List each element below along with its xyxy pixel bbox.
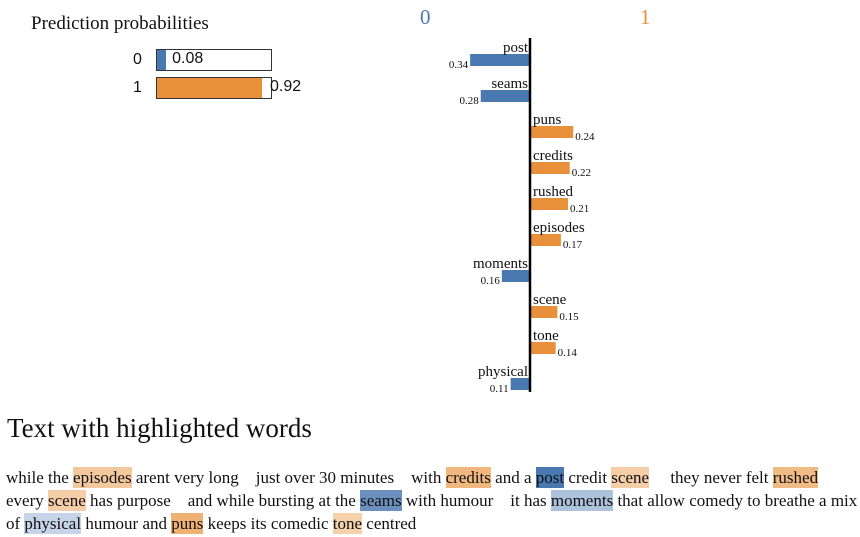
highlighted-word: puns [171, 513, 204, 534]
feature-value-seams: 0.28 [459, 95, 479, 107]
feature-bar-episodes [531, 234, 561, 246]
highlighted-word: post [535, 467, 565, 488]
highlighted-word: physical [24, 513, 82, 534]
text-span: while the [6, 468, 74, 487]
feature-bar-rushed [531, 198, 568, 210]
feature-word-physical: physical [478, 364, 528, 380]
text-span: keeps its comedic [203, 514, 333, 533]
text-span: credit [564, 468, 612, 487]
feature-value-rushed: 0.21 [570, 203, 589, 215]
class-header-1: 1 [640, 5, 651, 29]
prob-bar-fill [157, 78, 262, 98]
feature-bar-physical [510, 378, 530, 390]
feature-value-post: 0.34 [449, 59, 469, 71]
feature-word-episodes: episodes [533, 220, 585, 236]
feature-value-credits: 0.22 [572, 167, 591, 179]
text-span: every [6, 468, 823, 510]
feature-bar-tone [531, 342, 556, 354]
feature-bar-seams [480, 90, 530, 102]
feature-value-scene: 0.15 [559, 311, 579, 323]
prob-bar-frame [156, 77, 272, 99]
feature-word-credits: credits [533, 148, 573, 164]
feature-word-seams: seams [491, 76, 528, 92]
prob-class-label: 1 [133, 79, 142, 96]
text-span: and a [490, 468, 536, 487]
feature-value-moments: 0.16 [481, 275, 501, 287]
feature-bar-moments [501, 270, 530, 282]
feature-bar-puns [531, 126, 574, 138]
highlighted-word: scene [48, 490, 86, 511]
feature-value-episodes: 0.17 [563, 239, 583, 251]
feature-word-post: post [503, 40, 529, 56]
text-span: humour and [81, 514, 172, 533]
feature-value-physical: 0.11 [490, 383, 509, 392]
feature-word-tone: tone [533, 328, 559, 344]
highlighted-word: moments [550, 490, 614, 511]
feature-value-tone: 0.14 [558, 347, 578, 359]
prediction-probabilities-title: Prediction probabilities [31, 13, 209, 34]
prob-bar-fill [157, 50, 166, 70]
highlighted-text-body: while the episodes arent very long just … [6, 466, 858, 535]
feature-word-scene: scene [533, 292, 567, 308]
feature-word-puns: puns [533, 112, 562, 128]
highlighted-word: tone [332, 513, 363, 534]
prob-bar-frame [156, 49, 272, 71]
highlighted-text-title: Text with highlighted words [7, 413, 312, 443]
prob-value: 0.92 [270, 78, 302, 95]
feature-value-puns: 0.24 [575, 131, 595, 143]
highlighted-word: credits [445, 467, 491, 488]
highlighted-word: episodes [73, 467, 132, 488]
highlighted-word: rushed [772, 467, 819, 488]
prob-row-class-0: 0 0.08 [0, 49, 330, 71]
prob-class-label: 0 [133, 51, 142, 68]
feature-bar-post [470, 54, 530, 66]
text-span: arent very long just over 30 minutes wit… [131, 468, 446, 487]
text-span: with humour it has [401, 491, 551, 510]
prob-value: 0.08 [172, 50, 204, 67]
text-span: has purpose and while bursting at the [85, 491, 361, 510]
feature-bar-credits [531, 162, 570, 174]
class-header-0: 0 [420, 5, 431, 29]
feature-word-rushed: rushed [533, 184, 573, 200]
highlighted-word: seams [360, 490, 402, 511]
feature-word-moments: moments [473, 256, 528, 272]
feature-bar-scene [531, 306, 558, 318]
text-span: they never felt [649, 468, 773, 487]
text-span: centred [362, 514, 417, 533]
prob-row-class-1: 1 0.92 [0, 77, 330, 99]
highlighted-word: scene [611, 467, 650, 488]
text-span: that allow comedy to breathe a mix of [6, 491, 858, 533]
